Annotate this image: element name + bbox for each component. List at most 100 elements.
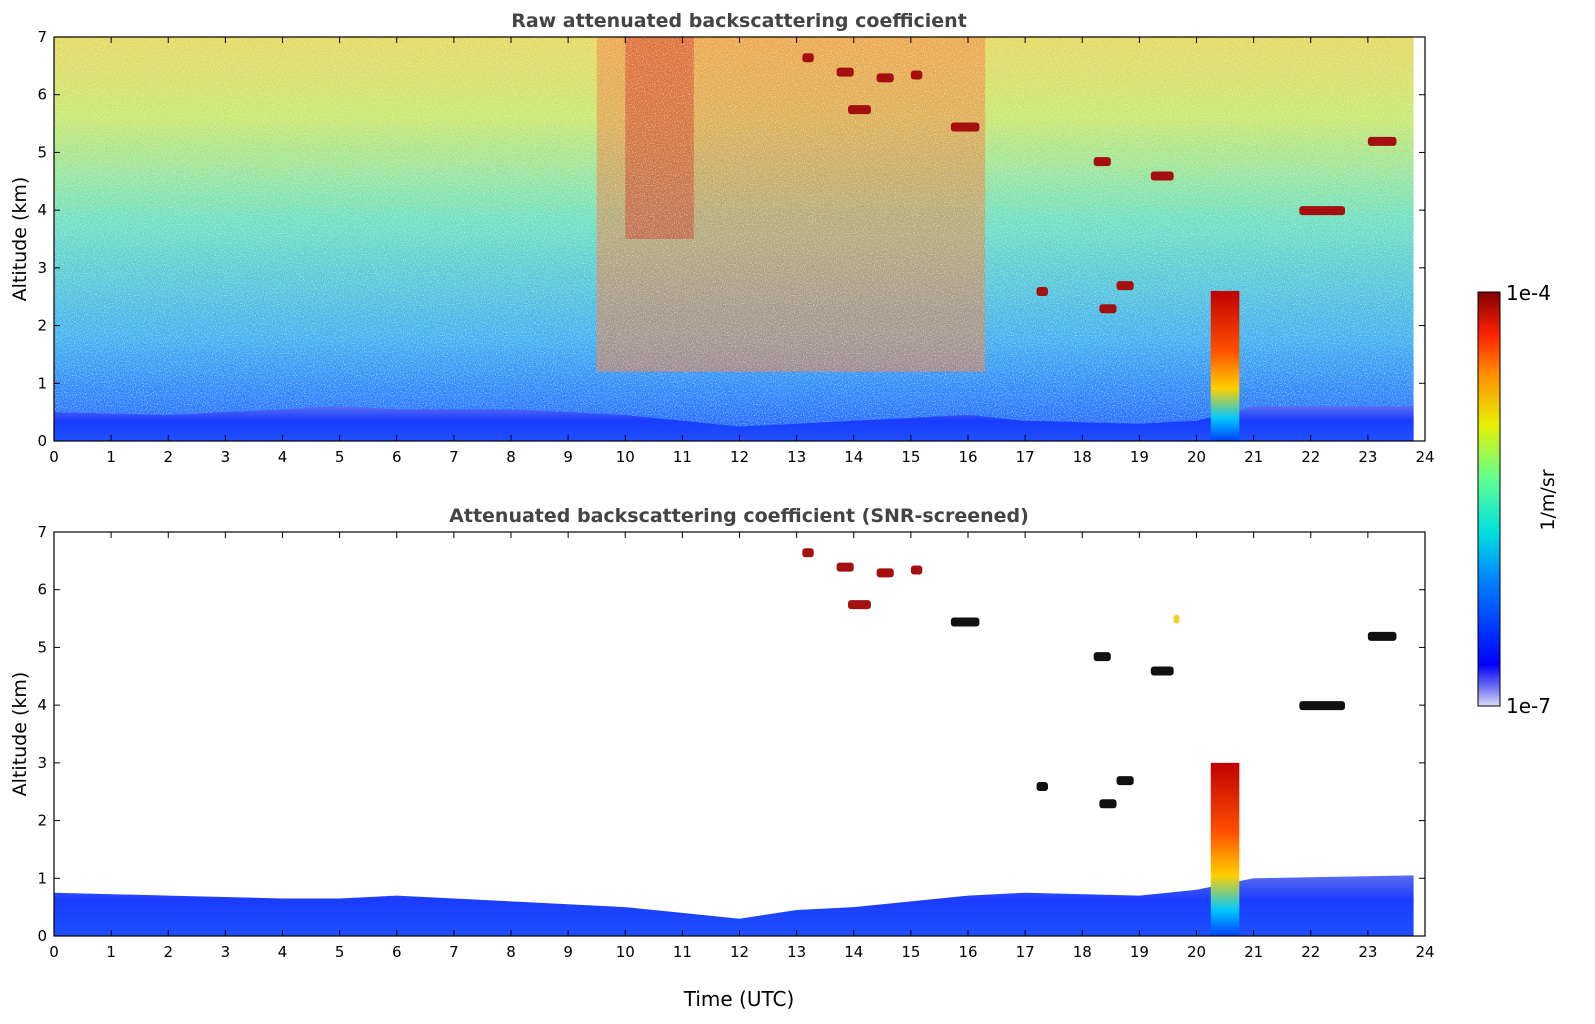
raw-x-tick-label-0: 0	[49, 448, 59, 466]
screened-x-tick-label-8: 8	[506, 943, 516, 961]
raw-y-tick-label-4: 4	[37, 201, 47, 219]
colorbar: 1e-4 1e-7 1/m/sr	[1477, 281, 1559, 718]
raw-cloud-2	[876, 73, 894, 83]
raw-x-tick-label-10: 10	[616, 448, 635, 466]
raw-x-tick-label-21: 21	[1244, 448, 1263, 466]
colorbar-min-label: 1e-7	[1506, 694, 1551, 718]
raw-cloud-12	[1036, 286, 1048, 296]
raw-x-tick-label-22: 22	[1301, 448, 1320, 466]
raw-x-tick-label-15: 15	[901, 448, 920, 466]
screened-x-tick-label-4: 4	[278, 943, 288, 961]
raw-y-tick-label-7: 7	[37, 28, 47, 46]
raw-x-tick-label-6: 6	[392, 448, 402, 466]
raw-noise-speckle	[54, 37, 1414, 441]
screened-y-tick-label-6: 6	[37, 581, 47, 599]
raw-x-tick-label-12: 12	[730, 448, 749, 466]
screened-y-tick-label-4: 4	[37, 696, 47, 714]
x-axis-label: Time (UTC)	[683, 987, 795, 1011]
raw-backscatter-panel: Raw attenuated backscattering coefficien…	[9, 10, 1435, 466]
raw-x-tick-label-11: 11	[673, 448, 692, 466]
raw-x-tick-label-20: 20	[1187, 448, 1206, 466]
screened-cloud-5	[950, 617, 980, 627]
screened-aerosol-plume	[1210, 762, 1240, 936]
raw-x-tick-label-19: 19	[1130, 448, 1149, 466]
screened-y-axis-label: Altitude (km)	[9, 672, 31, 797]
raw-cloud-9	[1367, 136, 1397, 146]
screened-y-tick-label-1: 1	[37, 869, 47, 887]
raw-y-tick-label-2: 2	[37, 317, 47, 335]
screened-cloud-12	[1099, 799, 1117, 809]
raw-cloud-3	[910, 70, 923, 80]
screened-x-tick-label-10: 10	[616, 943, 635, 961]
screened-x-tick-label-11: 11	[673, 943, 692, 961]
raw-cloud-11	[1099, 304, 1117, 314]
screened-cloud-9	[1367, 631, 1397, 641]
raw-cloud-5	[950, 122, 980, 132]
raw-y-tick-label-5: 5	[37, 143, 47, 161]
colorbar-gradient	[1477, 291, 1501, 707]
colorbar-units-label: 1/m/sr	[1537, 469, 1559, 530]
raw-x-tick-label-4: 4	[278, 448, 288, 466]
screened-cloud-11	[1116, 776, 1134, 786]
screened-x-tick-label-20: 20	[1187, 943, 1206, 961]
raw-x-tick-label-5: 5	[335, 448, 345, 466]
screened-x-tick-label-5: 5	[335, 943, 345, 961]
screened-x-tick-label-13: 13	[787, 943, 806, 961]
raw-x-tick-label-18: 18	[1073, 448, 1092, 466]
screened-cloud-3	[910, 565, 923, 575]
screened-x-tick-label-24: 24	[1415, 943, 1434, 961]
raw-x-tick-label-13: 13	[787, 448, 806, 466]
raw-y-tick-label-0: 0	[37, 432, 47, 450]
screened-x-tick-label-0: 0	[49, 943, 59, 961]
screened-y-tick-label-7: 7	[37, 523, 47, 541]
raw-cloud-6	[1093, 157, 1111, 167]
screened-x-tick-label-6: 6	[392, 943, 402, 961]
screened-cloud-1	[836, 562, 854, 572]
screened-y-tick-label-0: 0	[37, 927, 47, 945]
screened-cloud-4	[848, 600, 871, 610]
screened-y-tick-label-3: 3	[37, 754, 47, 772]
raw-cloud-8	[1299, 206, 1346, 216]
raw-cloud-10	[1116, 281, 1134, 291]
raw-cloud-0	[802, 53, 814, 63]
screened-x-tick-label-18: 18	[1073, 943, 1092, 961]
raw-x-tick-label-1: 1	[106, 448, 116, 466]
raw-x-tick-label-14: 14	[844, 448, 863, 466]
raw-cloud-7	[1150, 171, 1174, 181]
raw-y-tick-label-6: 6	[37, 86, 47, 104]
screened-x-tick-label-14: 14	[844, 943, 863, 961]
screened-x-tick-label-21: 21	[1244, 943, 1263, 961]
raw-x-tick-label-7: 7	[449, 448, 459, 466]
raw-cloud-4	[848, 105, 871, 115]
screened-cloud-8	[1299, 701, 1346, 711]
raw-panel-title: Raw attenuated backscattering coefficien…	[511, 10, 967, 32]
raw-y-tick-label-1: 1	[37, 374, 47, 392]
screened-y-tick-label-2: 2	[37, 812, 47, 830]
screened-x-tick-label-2: 2	[163, 943, 173, 961]
screened-cloud-6	[1093, 652, 1111, 662]
screened-cloud-13	[1036, 781, 1048, 791]
raw-x-tick-label-9: 9	[563, 448, 573, 466]
screened-x-tick-label-1: 1	[106, 943, 116, 961]
screened-x-tick-label-16: 16	[958, 943, 977, 961]
screened-boundary-layer	[54, 875, 1414, 936]
screened-cloud-0	[802, 548, 814, 558]
raw-x-tick-label-17: 17	[1016, 448, 1035, 466]
raw-y-tick-label-3: 3	[37, 259, 47, 277]
screened-x-tick-label-15: 15	[901, 943, 920, 961]
screened-cloud-10	[1173, 614, 1180, 624]
screened-x-tick-label-3: 3	[221, 943, 231, 961]
raw-aerosol-plume	[1210, 290, 1240, 441]
screened-x-tick-label-9: 9	[563, 943, 573, 961]
raw-x-tick-label-2: 2	[163, 448, 173, 466]
screened-x-tick-label-19: 19	[1130, 943, 1149, 961]
screened-y-tick-label-5: 5	[37, 638, 47, 656]
screened-panel-title: Attenuated backscattering coefficient (S…	[449, 505, 1029, 527]
screened-x-tick-label-12: 12	[730, 943, 749, 961]
raw-boundary-layer	[54, 406, 1414, 441]
raw-plot-area: 0 1 2 3 4 5 6 7 8 9 10 11 12 13 14 15 16 17 18 19 20 21 22 23 24…	[37, 28, 1434, 466]
raw-x-tick-label-16: 16	[958, 448, 977, 466]
raw-cloud-1	[836, 67, 854, 77]
screened-cloud-7	[1150, 666, 1174, 676]
